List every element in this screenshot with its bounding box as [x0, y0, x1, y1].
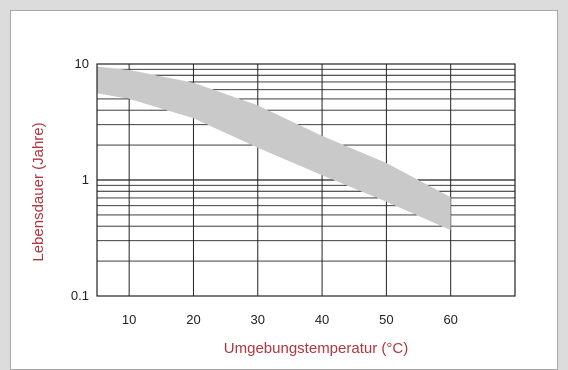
- y-tick-label: 10: [75, 56, 89, 71]
- x-tick-label: 30: [251, 312, 265, 327]
- y-axis-label: Lebensdauer (Jahre): [30, 122, 47, 261]
- x-axis-label: Umgebungstemperatur (°C): [224, 340, 408, 356]
- chart-frame: 10 20 30 40 50 60 0.1 1 10 Umgebungstemperatur (…: [10, 10, 558, 370]
- lifetime-band: [97, 66, 451, 231]
- x-tick-label: 10: [122, 312, 136, 327]
- band-layer: [97, 66, 451, 231]
- plot-frame: [96, 63, 516, 297]
- x-tick-label: 40: [315, 312, 329, 327]
- y-tick-label: 0.1: [71, 288, 89, 303]
- y-tick-label: 1: [82, 172, 89, 187]
- x-tick-label: 60: [443, 312, 457, 327]
- x-tick-label: 20: [186, 312, 200, 327]
- tick-label-layer: 10 20 30 40 50 60 0.1 1 10: [71, 56, 458, 327]
- frame-layer: [96, 63, 516, 297]
- x-tick-label: 50: [379, 312, 393, 327]
- lifetime-chart: 10 20 30 40 50 60 0.1 1 10 Umgebungstemperatur (…: [30, 56, 516, 356]
